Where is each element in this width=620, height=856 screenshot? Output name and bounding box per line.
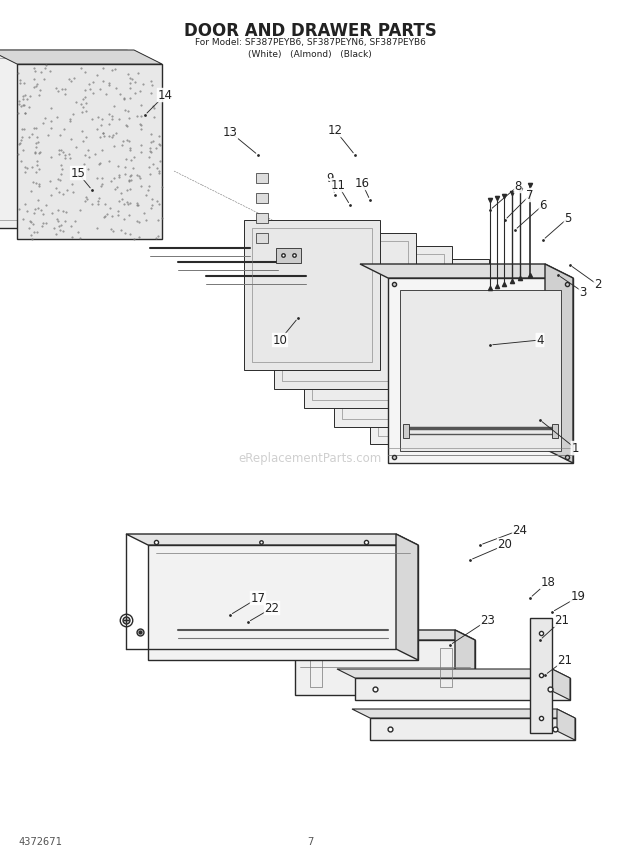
Text: 8: 8 <box>515 180 521 193</box>
Text: 9: 9 <box>326 171 334 185</box>
Text: (White)   (Almond)   (Black): (White) (Almond) (Black) <box>248 50 372 59</box>
Text: 17: 17 <box>250 591 265 604</box>
Text: 24: 24 <box>513 524 528 537</box>
Polygon shape <box>256 213 268 223</box>
Text: 7: 7 <box>307 837 313 847</box>
Polygon shape <box>0 50 127 228</box>
Polygon shape <box>355 678 570 700</box>
Polygon shape <box>276 248 301 263</box>
Polygon shape <box>360 264 573 278</box>
Text: eReplacementParts.com: eReplacementParts.com <box>238 451 382 465</box>
Text: 16: 16 <box>355 176 370 189</box>
Text: 19: 19 <box>570 591 585 603</box>
Polygon shape <box>400 290 561 451</box>
Text: 12: 12 <box>327 123 342 136</box>
Text: For Model: SF387PEYB6, SF387PEYN6, SF387PEYB6: For Model: SF387PEYB6, SF387PEYN6, SF387… <box>195 38 425 47</box>
Polygon shape <box>274 233 416 389</box>
Text: 20: 20 <box>498 538 513 551</box>
Text: 5: 5 <box>564 211 572 224</box>
Polygon shape <box>256 173 268 183</box>
Polygon shape <box>0 50 162 64</box>
Text: 21: 21 <box>557 653 572 667</box>
Polygon shape <box>545 264 573 463</box>
Polygon shape <box>17 64 162 239</box>
Polygon shape <box>275 630 475 640</box>
Text: 14: 14 <box>157 88 172 102</box>
Text: 23: 23 <box>480 614 495 627</box>
Text: 10: 10 <box>273 334 288 347</box>
Polygon shape <box>352 709 575 718</box>
Polygon shape <box>370 269 535 444</box>
Text: 1: 1 <box>571 442 578 455</box>
Polygon shape <box>148 545 418 660</box>
Polygon shape <box>256 193 268 203</box>
Text: 7: 7 <box>526 188 534 201</box>
Text: 13: 13 <box>223 126 237 139</box>
Polygon shape <box>557 709 575 740</box>
Polygon shape <box>370 718 575 740</box>
Text: 11: 11 <box>330 179 345 192</box>
Text: 3: 3 <box>579 286 587 299</box>
Text: 18: 18 <box>541 575 556 589</box>
Text: 2: 2 <box>594 278 602 292</box>
Polygon shape <box>388 278 573 463</box>
Polygon shape <box>530 618 552 733</box>
Polygon shape <box>403 424 409 438</box>
Text: 4: 4 <box>536 334 544 347</box>
Polygon shape <box>304 246 452 408</box>
Polygon shape <box>396 534 418 660</box>
Text: 4372671: 4372671 <box>18 837 62 847</box>
Polygon shape <box>552 669 570 700</box>
Text: 21: 21 <box>554 614 570 627</box>
Polygon shape <box>295 640 475 695</box>
Polygon shape <box>455 630 475 695</box>
Text: 15: 15 <box>71 167 86 180</box>
Polygon shape <box>334 259 489 427</box>
Polygon shape <box>552 424 558 438</box>
Polygon shape <box>337 669 570 678</box>
Polygon shape <box>244 220 380 370</box>
Text: 6: 6 <box>539 199 547 211</box>
Text: DOOR AND DRAWER PARTS: DOOR AND DRAWER PARTS <box>184 22 436 40</box>
Polygon shape <box>256 233 268 243</box>
Polygon shape <box>126 534 418 545</box>
Text: 22: 22 <box>265 602 280 615</box>
